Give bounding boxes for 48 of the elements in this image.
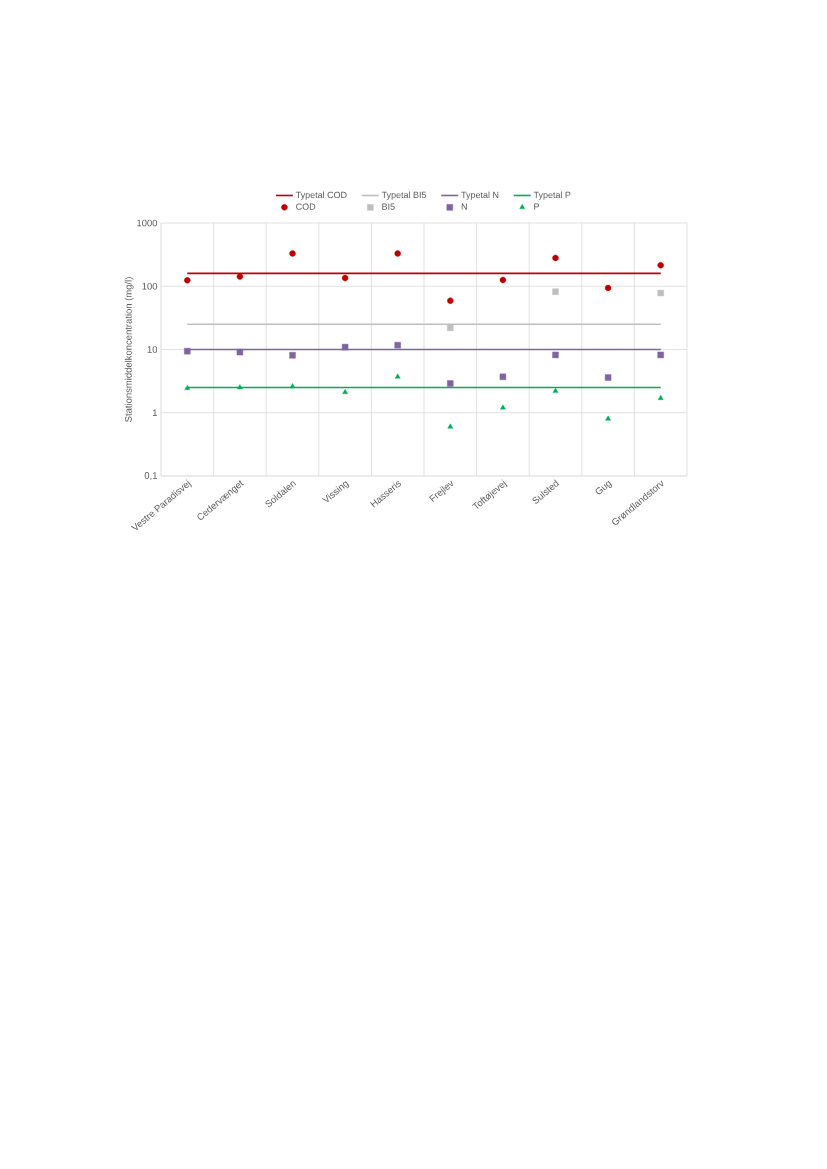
point bbox=[657, 394, 664, 400]
point bbox=[237, 384, 243, 390]
point bbox=[499, 276, 507, 284]
point bbox=[394, 250, 401, 257]
legend-label: N bbox=[461, 203, 467, 210]
point bbox=[552, 387, 559, 393]
point bbox=[447, 423, 454, 429]
x-tick-label: Gug bbox=[595, 480, 613, 495]
point bbox=[341, 274, 349, 282]
legend-label: Typetal BI5 bbox=[381, 191, 427, 200]
point bbox=[552, 351, 559, 359]
legend-label: COD bbox=[296, 203, 316, 210]
point bbox=[499, 373, 507, 380]
legend-label: Typetal COD bbox=[295, 191, 347, 200]
y-tick-label: 1000 bbox=[137, 219, 158, 227]
point bbox=[394, 341, 401, 349]
point bbox=[236, 273, 244, 280]
point bbox=[657, 262, 664, 269]
point bbox=[289, 250, 296, 257]
point bbox=[657, 351, 664, 359]
point bbox=[394, 373, 401, 379]
y-tick-label: 0,1 bbox=[144, 472, 158, 480]
point bbox=[657, 289, 664, 297]
y-tick-label: 1 bbox=[152, 409, 158, 416]
point bbox=[500, 404, 506, 410]
point bbox=[289, 383, 296, 389]
point bbox=[552, 254, 559, 262]
point bbox=[342, 389, 348, 395]
legend-label: BI5 bbox=[382, 203, 395, 210]
point bbox=[604, 284, 612, 292]
point bbox=[184, 277, 191, 284]
point bbox=[447, 297, 454, 304]
y-tick-label: 100 bbox=[142, 282, 158, 290]
y-tick-label: 10 bbox=[147, 346, 158, 353]
legend-label: Typetal P bbox=[533, 191, 571, 200]
point bbox=[184, 384, 191, 390]
point bbox=[447, 380, 454, 387]
point bbox=[236, 348, 244, 356]
point bbox=[605, 415, 611, 421]
y-axis-title: Stationsmiddelkoncentration (mg/l) bbox=[124, 277, 134, 422]
point bbox=[447, 324, 454, 332]
point bbox=[184, 347, 191, 355]
point bbox=[604, 374, 612, 381]
point bbox=[289, 352, 296, 359]
point bbox=[341, 343, 349, 351]
legend-label: P bbox=[534, 203, 540, 210]
point bbox=[552, 288, 559, 295]
legend-label: Typetal N bbox=[461, 191, 499, 200]
